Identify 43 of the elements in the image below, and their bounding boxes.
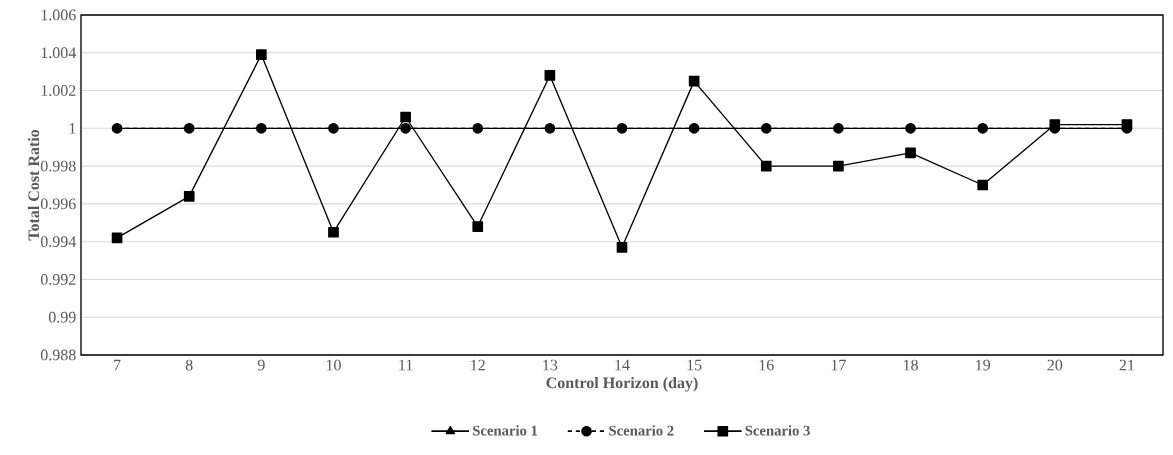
point — [905, 147, 916, 159]
legend-label: Scenario 3 — [745, 425, 810, 436]
point — [183, 191, 195, 202]
point — [833, 160, 844, 172]
x-tick-label: 14 — [615, 359, 630, 371]
point — [472, 221, 484, 232]
point — [544, 70, 556, 81]
x-tick-label: 13 — [543, 359, 558, 371]
x-tick-label: 21 — [1119, 359, 1134, 371]
point — [1121, 119, 1133, 130]
y-tick-label: 0.996 — [40, 198, 76, 210]
point — [400, 111, 411, 123]
legend-label: Scenario 2 — [609, 425, 674, 436]
x-tick-label: 12 — [471, 359, 485, 371]
x-tick-label: 18 — [903, 359, 918, 371]
point — [616, 242, 628, 253]
x-tick-label: 17 — [831, 359, 846, 371]
y-tick-label: 1.006 — [41, 9, 76, 21]
point — [977, 179, 989, 191]
x-tick-label: 7 — [114, 359, 121, 371]
point — [760, 160, 772, 172]
y-tick-label: 0.99 — [48, 311, 76, 323]
y-tick-label: 1.004 — [41, 47, 77, 59]
point — [256, 49, 267, 61]
point — [328, 226, 339, 238]
x-tick-label: 11 — [399, 359, 413, 371]
y-tick-label: 0.992 — [40, 274, 76, 285]
y-tick-label: 1 — [69, 123, 76, 134]
y-tick-label: 0.994 — [40, 236, 77, 248]
x-tick-label: 15 — [687, 359, 702, 371]
x-tick-label: 16 — [759, 359, 774, 371]
y-tick-label: 0.998 — [40, 160, 76, 172]
point — [1049, 119, 1061, 130]
y-tick-label: 1.002 — [41, 85, 76, 96]
y-tick-label: 0.988 — [40, 349, 76, 361]
x-axis-title: Control Horizon (day) — [546, 376, 698, 392]
legend-label: Scenario 1 — [473, 425, 538, 436]
y-axis-title: Total Cost Ratio — [27, 129, 40, 241]
x-tick-label: 19 — [976, 359, 991, 371]
x-tick-label: 10 — [326, 359, 341, 371]
x-tick-label: 8 — [185, 359, 193, 371]
x-tick-label: 9 — [257, 359, 265, 371]
x-tick-label: 20 — [1047, 359, 1063, 371]
